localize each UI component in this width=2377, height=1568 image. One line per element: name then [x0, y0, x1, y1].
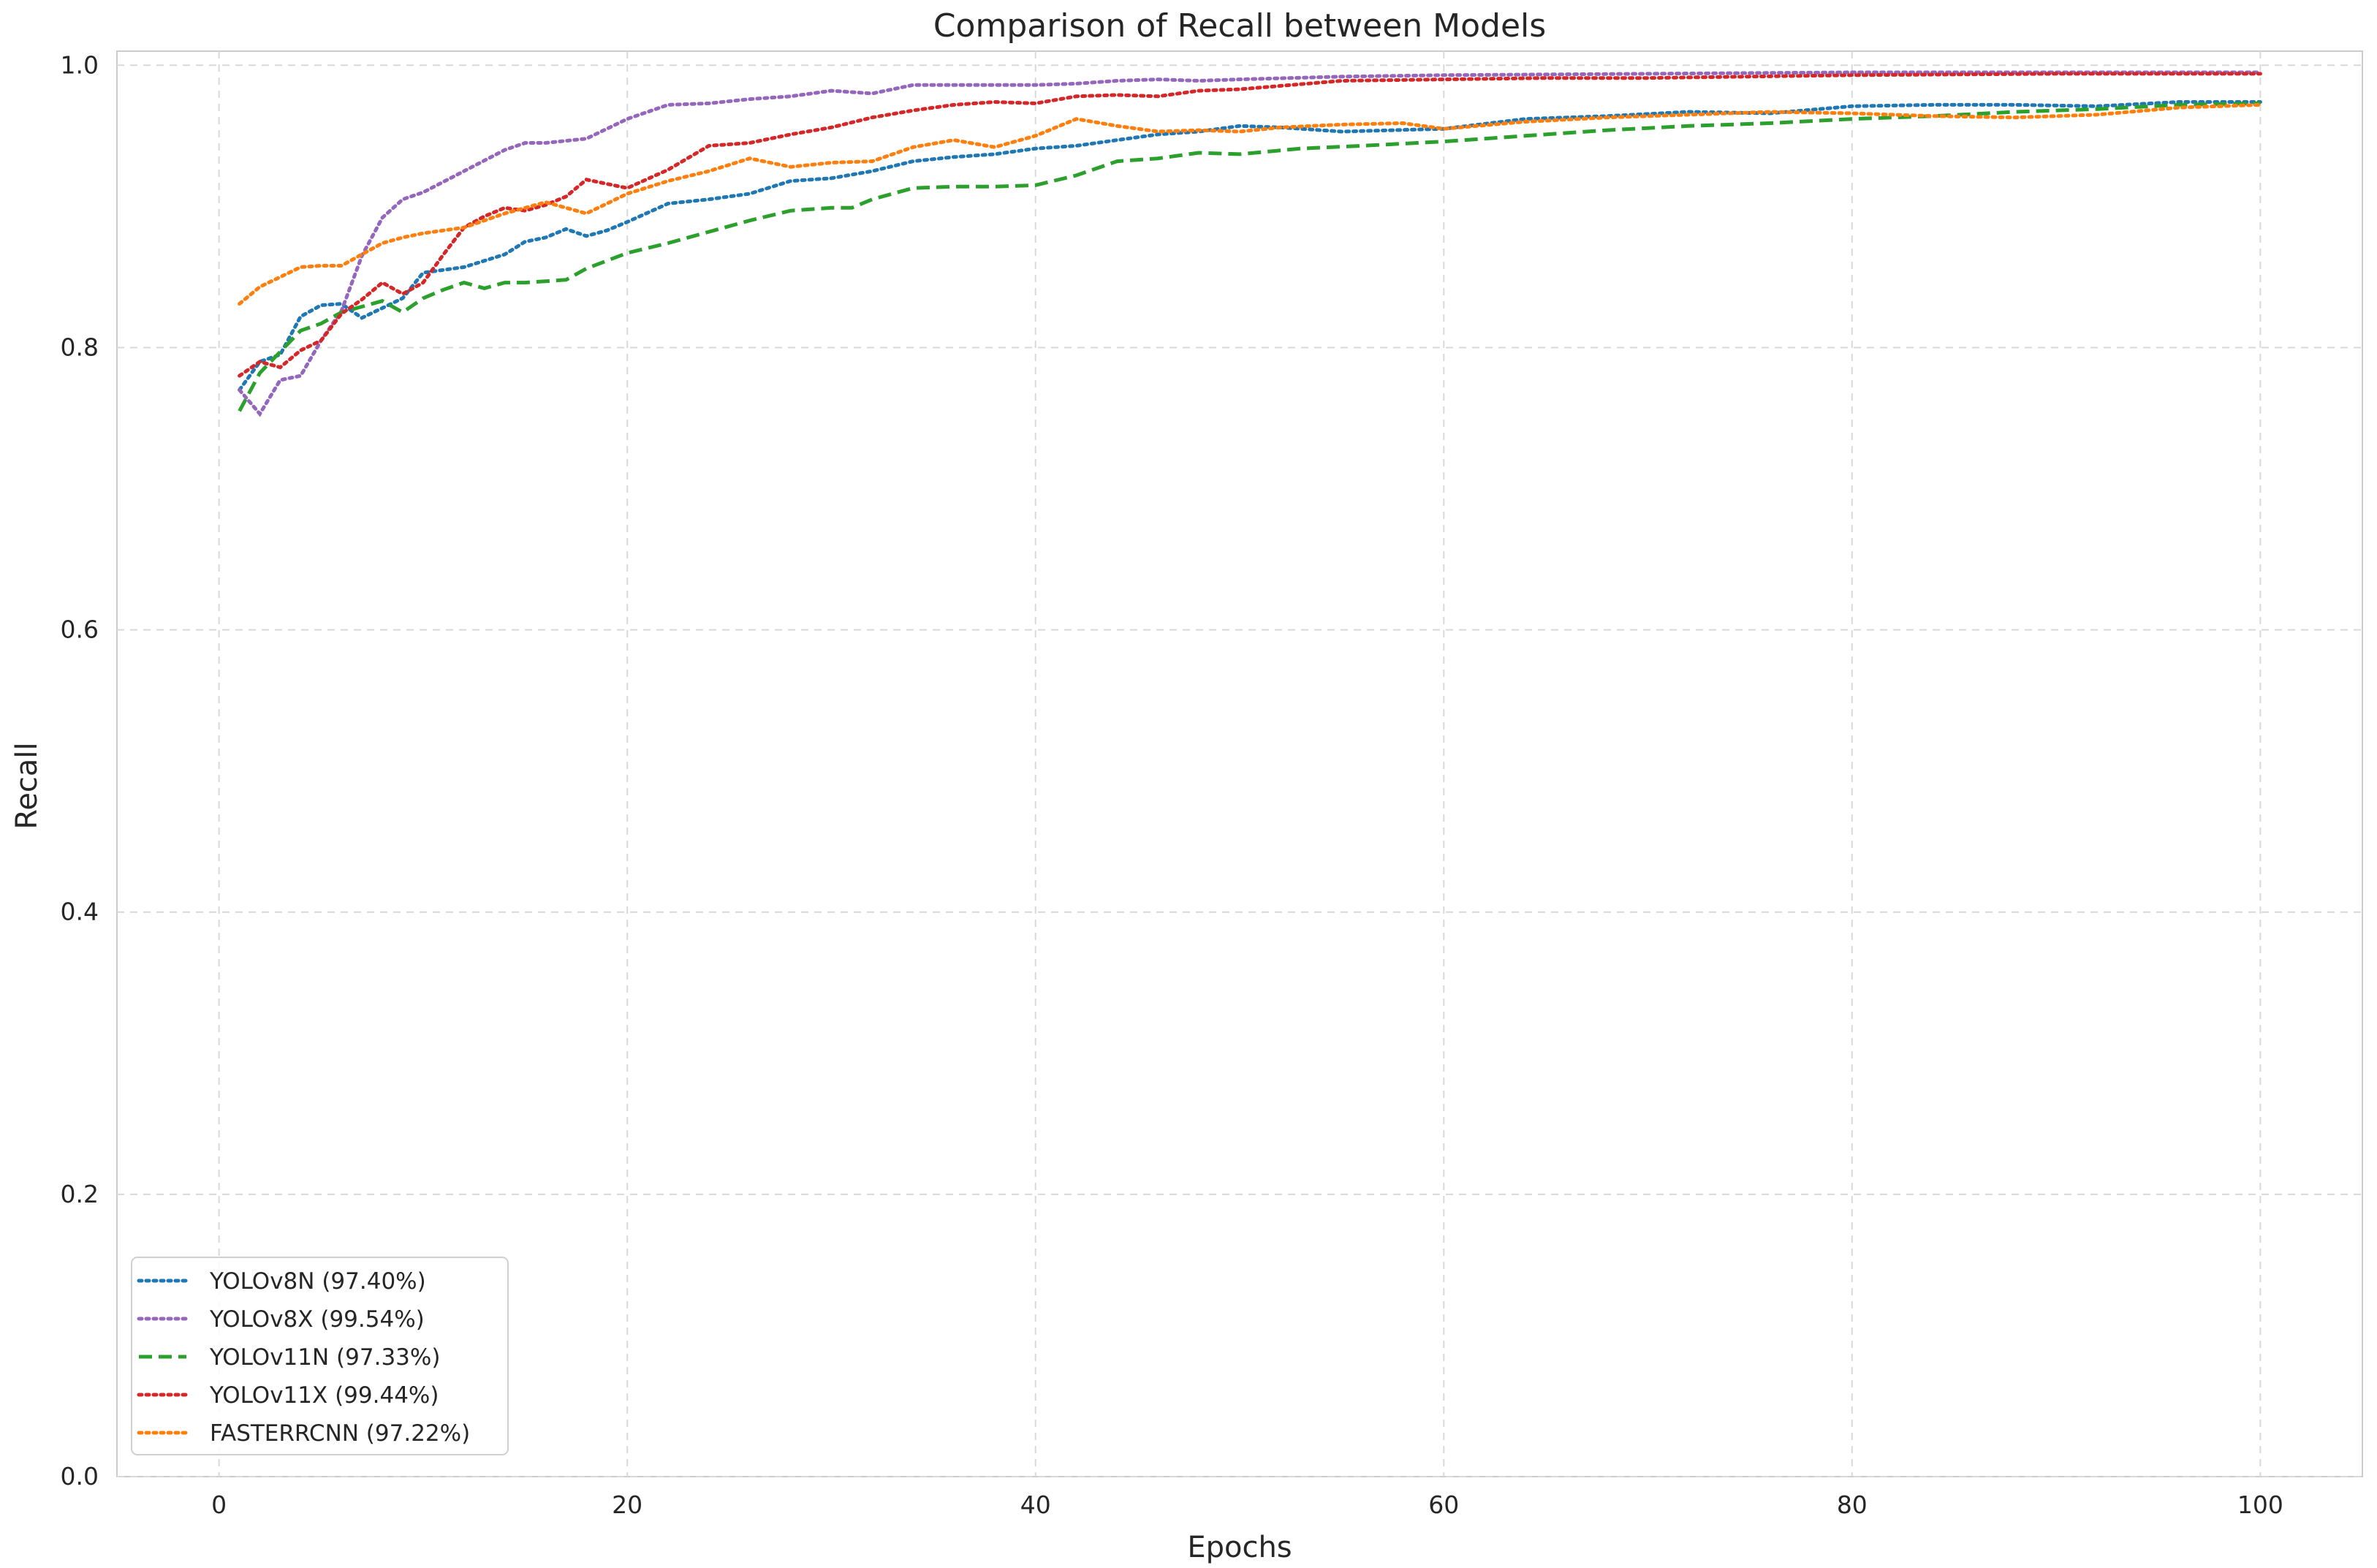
legend: YOLOv8N (97.40%) YOLOv8X (99.54%) YOLOv11N… — [131, 1257, 509, 1455]
y-tick-label: 0.2 — [61, 1180, 99, 1208]
x-axis-label: Epochs — [1187, 1531, 1292, 1564]
legend-entry-label: YOLOv8X (99.54%) — [209, 1306, 425, 1333]
x-tick-label: 20 — [612, 1491, 642, 1519]
axis-ticks: 0 20 40 60 80 100 0.0 0.2 0.4 0.6 0.8 1.0 — [61, 50, 2283, 1519]
grid-lines — [117, 51, 2362, 1477]
x-tick-label: 60 — [1428, 1491, 1459, 1519]
y-tick-label: 0.8 — [61, 333, 99, 361]
chart-title: Comparison of Recall between Models — [933, 7, 1546, 45]
y-tick-label: 1.0 — [61, 50, 99, 79]
y-tick-label: 0.6 — [61, 616, 99, 644]
legend-entry-label: YOLOv8N (97.40%) — [209, 1268, 426, 1295]
series-line-yolov8n — [238, 100, 2262, 392]
legend-entry-label: YOLOv11X (99.44%) — [209, 1382, 439, 1409]
x-tick-label: 80 — [1837, 1491, 1868, 1519]
x-tick-label: 0 — [211, 1491, 227, 1519]
y-tick-label: 0.0 — [61, 1462, 99, 1491]
series-line-yolov11x — [238, 72, 2262, 378]
x-tick-label: 100 — [2237, 1491, 2283, 1519]
series-lines — [238, 70, 2262, 417]
legend-entry-label: FASTERRCNN (97.22%) — [210, 1420, 470, 1447]
series-line-fasterrcnn — [238, 102, 2262, 306]
legend-box — [131, 1257, 509, 1455]
legend-entry-label: YOLOv11N (97.33%) — [209, 1344, 440, 1371]
y-axis-label: Recall — [10, 742, 44, 829]
plot-area-frame — [116, 50, 2363, 1477]
series-line-yolov11n — [238, 101, 2261, 412]
y-tick-label: 0.4 — [61, 898, 99, 926]
x-tick-label: 40 — [1020, 1491, 1051, 1519]
